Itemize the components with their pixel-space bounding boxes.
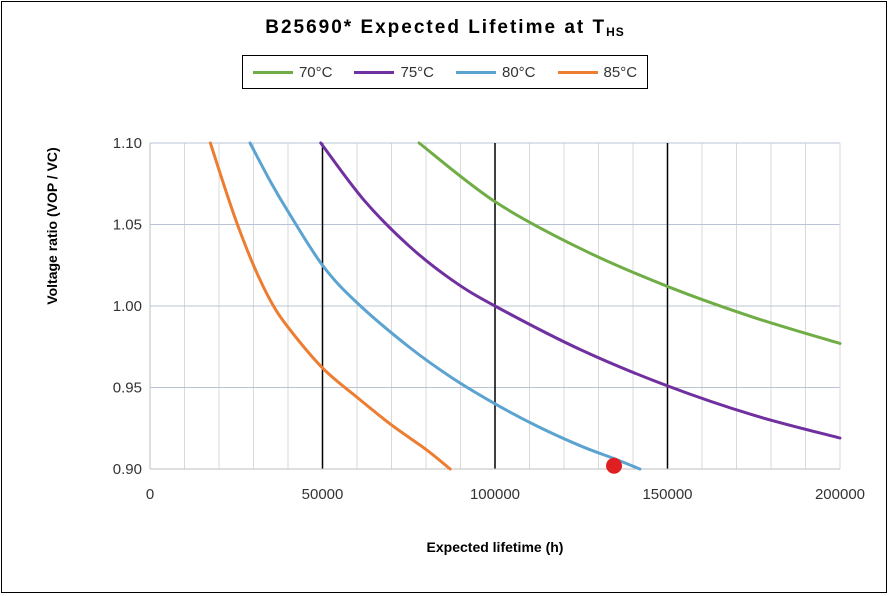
y-tick-label: 0.90 [113, 461, 142, 478]
legend-swatch [456, 70, 496, 74]
legend-entry: 85°C [557, 63, 638, 81]
legend-label: 70°C [298, 63, 333, 81]
x-tick-label: 100000 [470, 486, 520, 503]
chart-title: B25690* Expected Lifetime at THS [265, 17, 625, 39]
legend-swatch [252, 70, 293, 74]
legend-label: 85°C [603, 63, 638, 81]
legend-swatch [557, 70, 598, 74]
series-line-3 [208, 141, 452, 471]
y-tick-label: 0.95 [113, 380, 142, 397]
series-line-2 [248, 141, 642, 471]
x-axis-label: Expected lifetime (h) [426, 539, 564, 555]
x-tick-label: 50000 [302, 486, 344, 503]
highlight-marker [606, 457, 623, 474]
y-tick-label: 1.10 [113, 135, 142, 152]
y-tick-label: 1.05 [113, 217, 142, 234]
legend-entry: 75°C [354, 64, 434, 81]
series-line-0 [417, 141, 842, 345]
legend-label: 75°C [400, 63, 434, 81]
legend-label: 80°C [502, 63, 536, 81]
series-line-1 [319, 141, 842, 440]
x-tick-label: 200000 [815, 486, 865, 503]
legend-entry: 70°C [252, 63, 333, 81]
x-tick-label: 0 [146, 486, 154, 503]
y-tick-label: 1.00 [113, 298, 142, 315]
x-tick-label: 150000 [642, 486, 692, 503]
legend-entry: 80°C [456, 64, 536, 81]
chart-legend: 70°C 75°C 80°C 85°C [242, 55, 648, 89]
legend-swatch [354, 70, 395, 74]
